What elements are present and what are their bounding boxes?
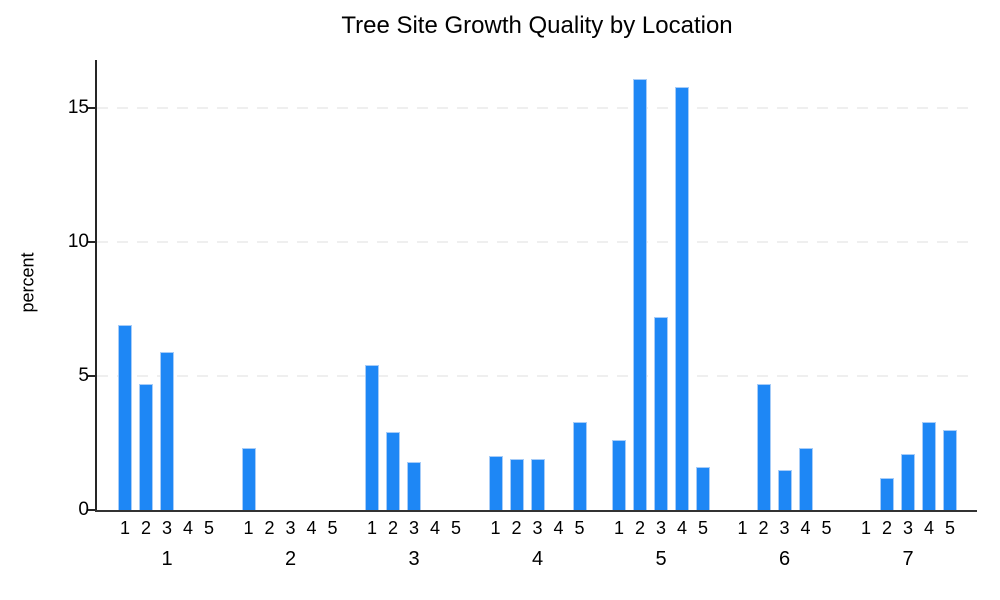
bar bbox=[880, 478, 894, 510]
category-tick-label: 2 bbox=[387, 518, 398, 538]
bar bbox=[696, 467, 710, 510]
category-tick-label: 4 bbox=[923, 518, 934, 538]
category-tick-label: 2 bbox=[758, 518, 769, 538]
category-tick-label: 3 bbox=[408, 518, 419, 538]
y-axis-tick bbox=[87, 509, 95, 511]
y-tick-label: 0 bbox=[78, 499, 89, 520]
group-label: 3 bbox=[408, 548, 420, 570]
group-label: 5 bbox=[655, 548, 667, 570]
x-axis-line bbox=[95, 510, 977, 512]
bar bbox=[241, 448, 256, 510]
category-tick-label: 1 bbox=[737, 518, 748, 538]
category-tick-label: 2 bbox=[881, 518, 892, 538]
category-tick-label: 3 bbox=[902, 518, 913, 538]
category-tick-label: 5 bbox=[327, 518, 338, 538]
bar bbox=[943, 430, 957, 510]
category-tick-label: 1 bbox=[366, 518, 377, 538]
gridline bbox=[97, 375, 973, 378]
group-label: 1 bbox=[161, 548, 173, 570]
category-tick-label: 4 bbox=[182, 518, 193, 538]
category-tick-label: 4 bbox=[429, 518, 440, 538]
y-axis-tick bbox=[87, 375, 95, 378]
bar bbox=[922, 422, 936, 510]
category-tick-label: 3 bbox=[655, 518, 666, 538]
y-axis-tick bbox=[87, 107, 95, 110]
category-tick-label: 5 bbox=[821, 518, 832, 538]
bar bbox=[572, 422, 587, 510]
category-tick-label: 1 bbox=[490, 518, 501, 538]
category-tick-label: 1 bbox=[243, 518, 254, 538]
y-axis-tick bbox=[87, 241, 95, 244]
y-tick-label: 15 bbox=[67, 97, 89, 119]
y-tick-label: 5 bbox=[78, 365, 89, 387]
bar bbox=[365, 365, 379, 510]
group-label: 2 bbox=[284, 548, 297, 570]
gridline bbox=[97, 107, 973, 110]
bar bbox=[407, 462, 421, 510]
y-axis-label: percent bbox=[17, 252, 38, 313]
category-tick-label: 4 bbox=[800, 518, 811, 538]
bar bbox=[488, 456, 503, 510]
bar bbox=[386, 432, 400, 510]
category-tick-label: 2 bbox=[511, 518, 522, 538]
category-tick-label: 5 bbox=[450, 518, 461, 538]
y-axis-line bbox=[95, 60, 97, 512]
category-tick-label: 4 bbox=[306, 518, 317, 538]
category-tick-label: 3 bbox=[161, 518, 172, 538]
category-tick-label: 5 bbox=[203, 518, 214, 538]
bar bbox=[612, 440, 626, 510]
chart-title: Tree Site Growth Quality by Location bbox=[341, 12, 733, 39]
group-label: 7 bbox=[902, 548, 914, 570]
category-tick-label: 1 bbox=[860, 518, 871, 538]
category-tick-label: 4 bbox=[676, 518, 687, 538]
category-tick-label: 5 bbox=[574, 518, 585, 538]
bar bbox=[139, 384, 153, 510]
category-tick-label: 3 bbox=[779, 518, 790, 538]
bar bbox=[530, 459, 545, 510]
category-tick-label: 1 bbox=[119, 518, 130, 538]
y-tick-label: 10 bbox=[67, 231, 89, 253]
category-tick-label: 5 bbox=[697, 518, 708, 538]
category-tick-label: 3 bbox=[285, 518, 296, 538]
category-tick-label: 2 bbox=[634, 518, 645, 538]
category-tick-label: 3 bbox=[532, 518, 543, 538]
group-label: 4 bbox=[531, 548, 544, 570]
bar bbox=[798, 448, 813, 510]
bar bbox=[118, 325, 132, 510]
group-label: 6 bbox=[778, 548, 791, 570]
gridline bbox=[97, 241, 973, 244]
category-tick-label: 2 bbox=[264, 518, 275, 538]
bar bbox=[777, 470, 792, 510]
bar bbox=[160, 352, 174, 510]
category-tick-label: 1 bbox=[613, 518, 624, 538]
bar bbox=[901, 454, 915, 510]
plot-area: 0 5 10 15 1 2 3 4 5 1 1 2 3 4 5 2 1 2 3 4 5 3 1 2 3 4 5 4 1 2 3 4 5 5 1 2 3 4… bbox=[68, 60, 977, 570]
bar bbox=[633, 79, 647, 510]
category-tick-label: 5 bbox=[944, 518, 955, 538]
category-tick-label: 2 bbox=[140, 518, 151, 538]
bar bbox=[509, 459, 524, 510]
category-tick-label: 4 bbox=[553, 518, 564, 538]
bar bbox=[675, 87, 689, 510]
bar bbox=[756, 384, 771, 510]
bar bbox=[654, 317, 668, 510]
